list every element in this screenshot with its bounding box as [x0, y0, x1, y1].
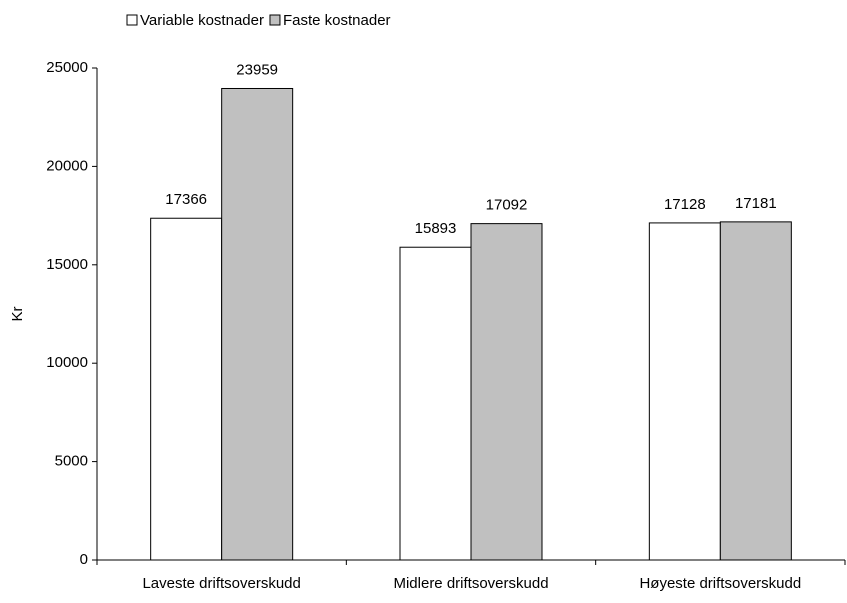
- x-tick-label: Midlere driftsoverskudd: [393, 575, 548, 592]
- y-tick-label: 10000: [46, 354, 88, 371]
- bar: [150, 217, 223, 561]
- legend-swatch: [269, 14, 281, 26]
- y-tick-label: 0: [80, 551, 88, 568]
- y-axis-label: Kr: [9, 306, 26, 321]
- value-label: 15893: [415, 220, 457, 237]
- value-label: 17128: [664, 196, 706, 213]
- bar: [719, 221, 792, 561]
- bar: [470, 223, 543, 561]
- value-label: 23959: [236, 61, 278, 78]
- y-tick-label: 15000: [46, 256, 88, 273]
- value-label: 17181: [735, 195, 777, 212]
- value-label: 17366: [165, 191, 207, 208]
- bar: [648, 222, 721, 561]
- y-tick-label: 20000: [46, 157, 88, 174]
- legend-swatch: [126, 14, 138, 26]
- legend-label: Variable kostnader: [140, 12, 264, 29]
- x-tick-label: Laveste driftsoverskudd: [142, 575, 300, 592]
- value-label: 17092: [486, 197, 528, 214]
- y-tick-label: 25000: [46, 59, 88, 76]
- y-tick-label: 5000: [55, 453, 88, 470]
- legend-label: Faste kostnader: [283, 12, 391, 29]
- x-tick-label: Høyeste driftsoverskudd: [639, 575, 801, 592]
- bar: [399, 246, 472, 561]
- bar: [221, 87, 294, 561]
